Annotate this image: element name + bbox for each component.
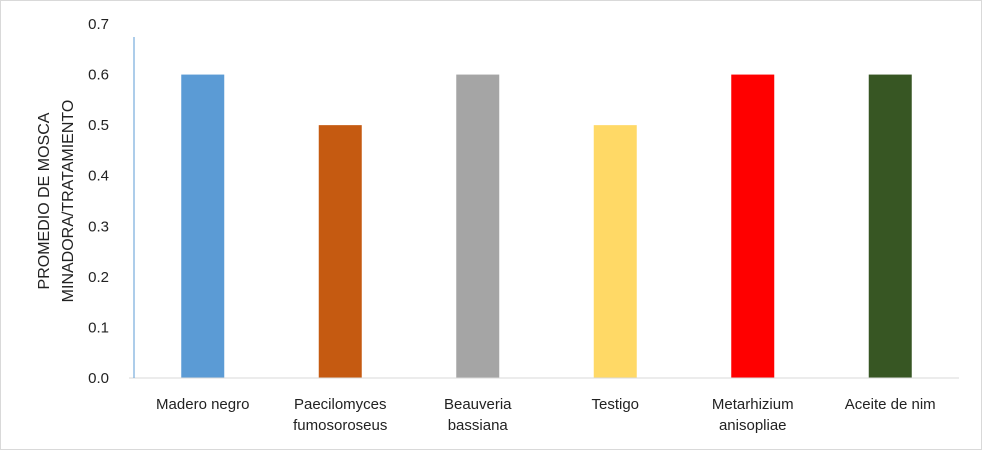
y-tick-label: 0.6 (88, 67, 109, 84)
y-axis-label-line-1: PROMEDIO DE MOSCA (36, 112, 53, 289)
bar (181, 74, 225, 379)
x-category-label: Paecilomyces (294, 396, 387, 413)
bar-series (181, 74, 912, 379)
y-tick-label: 0.5 (88, 117, 109, 134)
y-tick-label: 0.2 (88, 269, 109, 286)
x-category-label: Beauveria (444, 396, 512, 413)
bar (593, 125, 637, 379)
x-category-label: bassiana (448, 417, 509, 434)
bar (731, 74, 775, 379)
bar (318, 125, 362, 379)
x-category-label: Aceite de nim (845, 396, 936, 413)
y-tick-label: 0.3 (88, 218, 109, 235)
x-category-label: fumosoroseus (293, 417, 387, 434)
y-tick-label: 0.4 (88, 168, 109, 185)
x-category-label: anisopliae (719, 417, 787, 434)
y-tick-label: 0.0 (88, 370, 109, 387)
y-tick-label: 0.1 (88, 319, 109, 336)
x-axis-category-labels: Madero negro Paecilomyces fumosoroseus Beau… (156, 396, 936, 434)
bar (456, 74, 500, 379)
x-category-label: Metarhizium (712, 396, 794, 413)
y-tick-label: 0.7 (88, 16, 109, 33)
x-category-label: Testigo (591, 396, 639, 413)
y-axis-ticks: 0.0 0.1 0.2 0.3 0.4 0.5 0.6 0.7 (88, 16, 109, 387)
bar (868, 74, 912, 379)
y-axis-label-line-2: MINADORA/TRATAMIENTO (60, 100, 77, 303)
y-axis-label: PROMEDIO DE MOSCA MINADORA/TRATAMIENTO (36, 100, 77, 303)
x-category-label: Madero negro (156, 396, 249, 413)
